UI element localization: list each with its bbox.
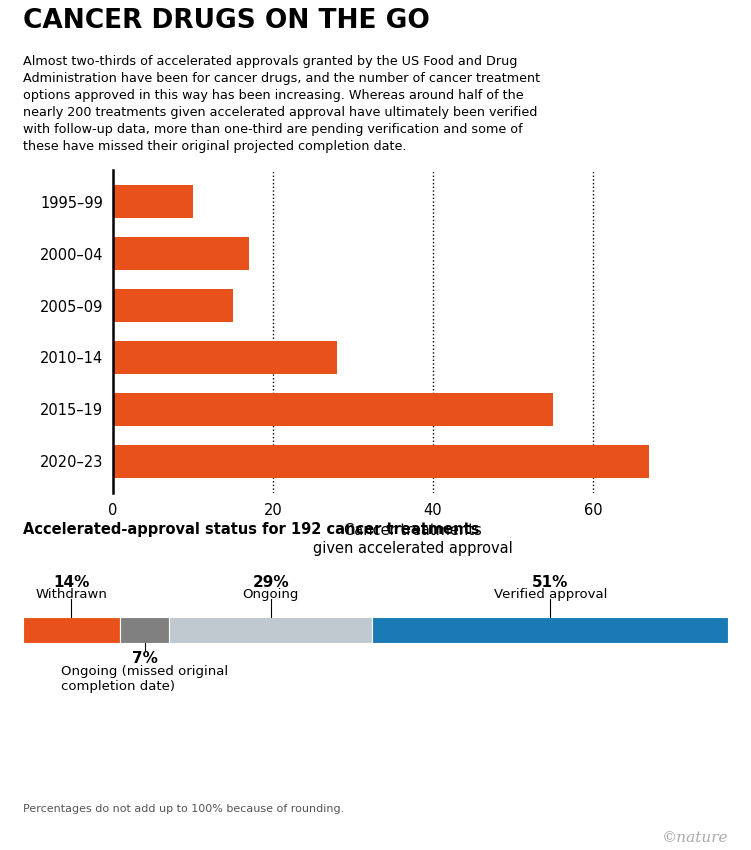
Bar bbox=[23, 617, 120, 643]
Bar bbox=[372, 617, 728, 643]
Bar bbox=[113, 393, 553, 427]
Bar bbox=[169, 617, 372, 643]
Bar bbox=[120, 617, 169, 643]
Text: Withdrawn: Withdrawn bbox=[35, 588, 107, 601]
Bar bbox=[113, 184, 193, 218]
Text: 51%: 51% bbox=[532, 575, 569, 590]
Text: 14%: 14% bbox=[53, 575, 89, 590]
Text: 7%: 7% bbox=[132, 651, 158, 666]
Text: ©nature: ©nature bbox=[662, 831, 728, 845]
Bar bbox=[113, 236, 249, 270]
Text: Accelerated-approval status for 192 cancer treatments: Accelerated-approval status for 192 canc… bbox=[23, 522, 479, 536]
Text: Almost two-thirds of accelerated approvals granted by the US Food and Drug
Admin: Almost two-thirds of accelerated approva… bbox=[23, 54, 540, 153]
Bar bbox=[113, 341, 337, 374]
Text: 29%: 29% bbox=[252, 575, 289, 590]
Bar bbox=[113, 289, 233, 322]
Text: Ongoing: Ongoing bbox=[243, 588, 299, 601]
Bar bbox=[113, 445, 650, 479]
Text: CANCER DRUGS ON THE GO: CANCER DRUGS ON THE GO bbox=[23, 8, 430, 35]
Text: Verified approval: Verified approval bbox=[493, 588, 607, 601]
Text: Percentages do not add up to 100% because of rounding.: Percentages do not add up to 100% becaus… bbox=[23, 804, 344, 814]
X-axis label: Cancer treatments
given accelerated approval: Cancer treatments given accelerated appr… bbox=[313, 524, 513, 556]
Text: Ongoing (missed original
completion date): Ongoing (missed original completion date… bbox=[62, 665, 228, 693]
